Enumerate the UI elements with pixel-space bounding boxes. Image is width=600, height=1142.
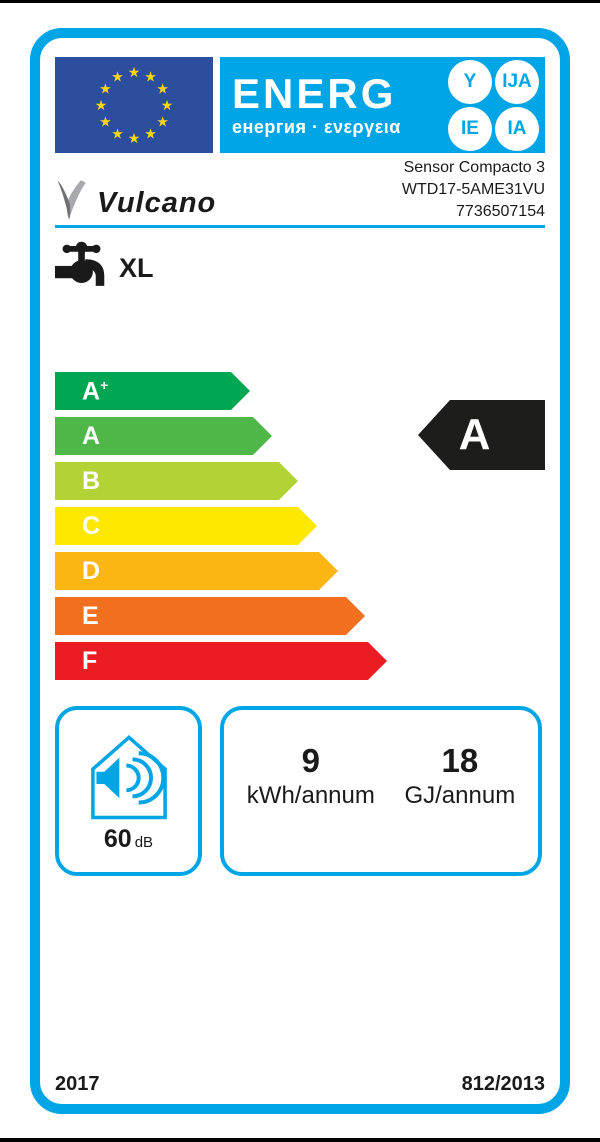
svg-text:★: ★ xyxy=(111,127,124,143)
lang-circle-ie: IE xyxy=(448,106,492,151)
svg-text:★: ★ xyxy=(95,98,108,114)
class-arrow-b: B xyxy=(55,462,298,500)
product-number: 7736507154 xyxy=(456,203,545,220)
class-arrow-f: F xyxy=(55,642,387,680)
load-profile-value: XL xyxy=(119,253,154,283)
svg-text:★: ★ xyxy=(144,127,157,143)
energ-text: ENERG енергия · ενεργεια xyxy=(232,69,401,138)
regulation-number: 812/2013 xyxy=(461,1073,545,1095)
energ-logo: ENERG енергия · ενεργεια Y IJA IE IA xyxy=(220,57,545,153)
info-boxes: 60 dB 9 kWh/annum 18 GJ/annum xyxy=(55,706,545,876)
noise-unit: dB xyxy=(134,833,154,851)
class-letter: D xyxy=(82,556,101,585)
vulcano-logo: Vulcano xyxy=(55,177,216,223)
class-letter: C xyxy=(82,511,101,540)
noise-value-row: 60 dB xyxy=(104,825,153,854)
lang-circle-y: Y xyxy=(448,59,492,104)
lang-circle-ija: IJA xyxy=(495,59,539,104)
class-arrow-e: E xyxy=(55,597,365,635)
svg-text:★: ★ xyxy=(111,69,124,85)
energy-label: ★ ★ ★ ★ ★ ★ ★ ★ ★ ★ ★ ★ ENERG енергия · ενεργε… xyxy=(30,28,570,1114)
svg-text:★: ★ xyxy=(99,115,112,131)
bottom-border-line xyxy=(0,1138,600,1142)
load-profile-row: XL xyxy=(55,238,545,288)
product-name: Sensor Compacto 3 xyxy=(403,159,545,176)
class-letter: E xyxy=(82,601,99,630)
svg-text:★: ★ xyxy=(144,69,157,85)
class-letter: A+ xyxy=(82,376,109,406)
svg-text:★: ★ xyxy=(99,82,112,98)
tap-icon xyxy=(55,241,105,286)
energ-word: ENERG xyxy=(232,69,397,117)
rating-letter: A xyxy=(458,410,491,459)
noise-box: 60 dB xyxy=(55,706,202,876)
fuel-consumption-unit: GJ/annum xyxy=(404,781,516,809)
class-arrow-d: D xyxy=(55,552,338,590)
svg-text:★: ★ xyxy=(156,115,169,131)
svg-text:★: ★ xyxy=(128,131,141,147)
electric-consumption: 9 kWh/annum xyxy=(247,742,375,810)
class-arrow-a-plus: A+ xyxy=(55,372,250,410)
fuel-consumption: 18 GJ/annum xyxy=(404,742,515,810)
eu-flag-icon: ★ ★ ★★ ★★ ★★ ★★ ★★ xyxy=(55,57,213,153)
top-border-line xyxy=(0,0,600,3)
vulcano-flame-icon xyxy=(57,180,86,220)
brand-row: Vulcano Sensor Compacto 3 WTD17-5AME31VU… xyxy=(55,157,545,223)
class-arrow-c: C xyxy=(55,507,317,545)
divider-line xyxy=(55,225,545,228)
product-model: WTD17-5AME31VU xyxy=(401,181,545,198)
class-letter: B xyxy=(82,466,101,495)
noise-value: 60 xyxy=(103,824,132,853)
label-year: 2017 xyxy=(55,1073,100,1095)
efficiency-scale: A+ A B C D E F A xyxy=(55,372,545,680)
energ-subtitle: енергия · ενεργεια xyxy=(232,117,401,138)
svg-text:★: ★ xyxy=(128,65,141,81)
label-header: ★ ★ ★ ★ ★ ★ ★ ★ ★ ★ ★ ★ ENERG енергия · ενεργε… xyxy=(55,57,545,153)
class-arrow-a: A xyxy=(55,417,272,455)
class-letter: F xyxy=(82,646,98,675)
consumption-box: 9 kWh/annum 18 GJ/annum xyxy=(220,706,542,876)
product-info: Sensor Compacto 3 WTD17-5AME31VU 7736507… xyxy=(402,157,545,223)
class-letter: A xyxy=(82,421,101,450)
fuel-consumption-value: 18 xyxy=(441,742,479,780)
lang-circle-ia: IA xyxy=(495,106,539,151)
svg-text:★: ★ xyxy=(156,82,169,98)
brand-name: Vulcano xyxy=(97,187,217,219)
electric-consumption-value: 9 xyxy=(301,742,320,780)
electric-consumption-unit: kWh/annum xyxy=(246,781,375,809)
label-footer: 2017 812/2013 xyxy=(55,1073,545,1096)
energ-language-circles: Y IJA IE IA xyxy=(448,59,539,151)
svg-text:★: ★ xyxy=(161,98,174,114)
rating-indicator: A xyxy=(418,400,545,470)
sound-power-house-icon xyxy=(90,734,167,819)
